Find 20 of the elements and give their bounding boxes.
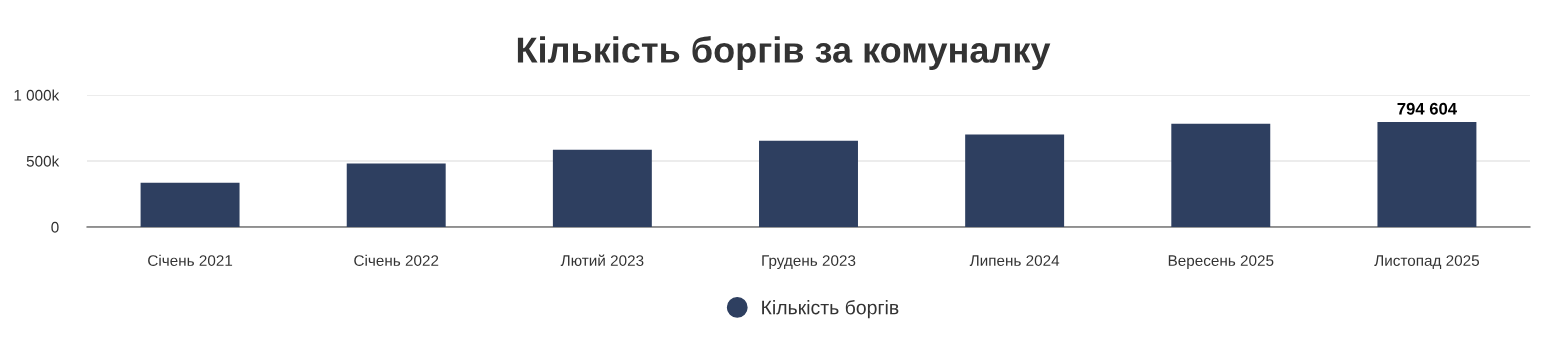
x-tick-label: Вересень 2025 [1168,255,1274,270]
chart-title: Кількість боргів за комуналку [517,36,1051,70]
legend-label: Кількість боргів [762,299,899,319]
x-tick-label: Лютий 2023 [560,254,644,266]
bar [346,163,446,227]
y-tick-label: 0 [51,221,59,233]
x-tick-label: Липень 2024 [969,255,1060,266]
bar [552,149,652,227]
bar [1171,123,1271,227]
x-tick-label: Грудень 2023 [762,255,856,270]
bar [759,140,858,227]
x-tick-label: Січень 2021 [148,254,233,266]
y-tick-label: 1 000k [14,89,60,101]
bar [965,134,1065,227]
bar [1377,122,1477,227]
x-tick-label: Січень 2022 [354,254,439,266]
data-label: 794 604 [1397,102,1457,115]
x-tick-label: Листопад 2025 [1374,255,1480,269]
bar [140,182,240,227]
y-tick-label: 500k [26,155,60,167]
